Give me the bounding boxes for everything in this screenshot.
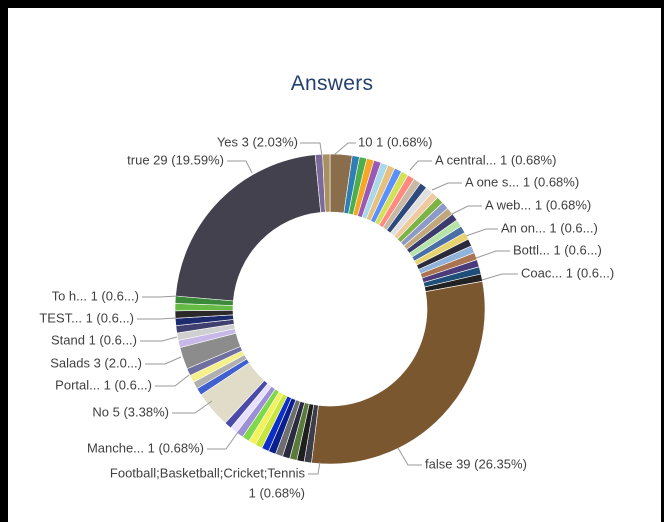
- leader-line: [145, 356, 182, 365]
- data-label: To h... 1 (0.6...): [52, 288, 139, 303]
- data-label: Stand 1 (0.6...): [51, 332, 137, 347]
- leader-line: [333, 142, 356, 156]
- data-label: Portal... 1 (0.6...): [55, 377, 152, 392]
- donut-slice[interactable]: [322, 153, 331, 213]
- leader-line: [300, 142, 323, 157]
- chart-title: Answers: [290, 72, 374, 95]
- leader-line: [431, 182, 462, 191]
- leader-line: [397, 447, 422, 466]
- data-label: Salads 3 (2.0...): [50, 355, 142, 370]
- leader-line: [140, 336, 178, 342]
- data-label: Football;Basketball;Cricket;Tennis: [110, 465, 306, 480]
- leader-line: [475, 250, 510, 259]
- data-label: An on... 1 (0.6...): [501, 220, 598, 235]
- data-label: false 39 (26.35%): [425, 456, 527, 471]
- data-label: 10 1 (0.68%): [358, 134, 432, 149]
- data-label: A web... 1 (0.68%): [485, 197, 591, 212]
- data-label: Bottl... 1 (0.6...): [513, 242, 602, 257]
- data-label: A central... 1 (0.68%): [435, 152, 556, 167]
- data-label: 1 (0.68%): [249, 485, 305, 500]
- donut-slice[interactable]: [175, 154, 322, 302]
- data-label: true 29 (19.59%): [127, 152, 224, 167]
- data-label: No 5 (3.38%): [92, 404, 169, 419]
- leader-line: [207, 431, 239, 450]
- leader-line: [308, 461, 321, 475]
- leader-line: [481, 273, 518, 281]
- data-label: TEST... 1 (0.6...): [39, 310, 134, 325]
- leader-line: [465, 228, 498, 237]
- leader-lines: [137, 142, 518, 475]
- leader-line: [227, 160, 253, 174]
- data-label: A one s... 1 (0.68%): [465, 174, 579, 189]
- leader-line: [409, 160, 432, 171]
- leader-line: [172, 400, 213, 414]
- leader-line: [142, 295, 179, 298]
- leader-line: [451, 205, 482, 215]
- donut-slices: [174, 153, 486, 465]
- leader-line: [137, 317, 177, 320]
- data-labels: Yes 3 (2.03%) 10 1 (0.68%) true 29 (19.5…: [39, 134, 614, 500]
- data-label: Coac... 1 (0.6...): [521, 265, 614, 280]
- leader-line: [155, 374, 190, 387]
- data-label: Yes 3 (2.03%): [217, 134, 298, 149]
- donut-slice[interactable]: [311, 280, 486, 465]
- data-label: Manche... 1 (0.68%): [87, 440, 204, 455]
